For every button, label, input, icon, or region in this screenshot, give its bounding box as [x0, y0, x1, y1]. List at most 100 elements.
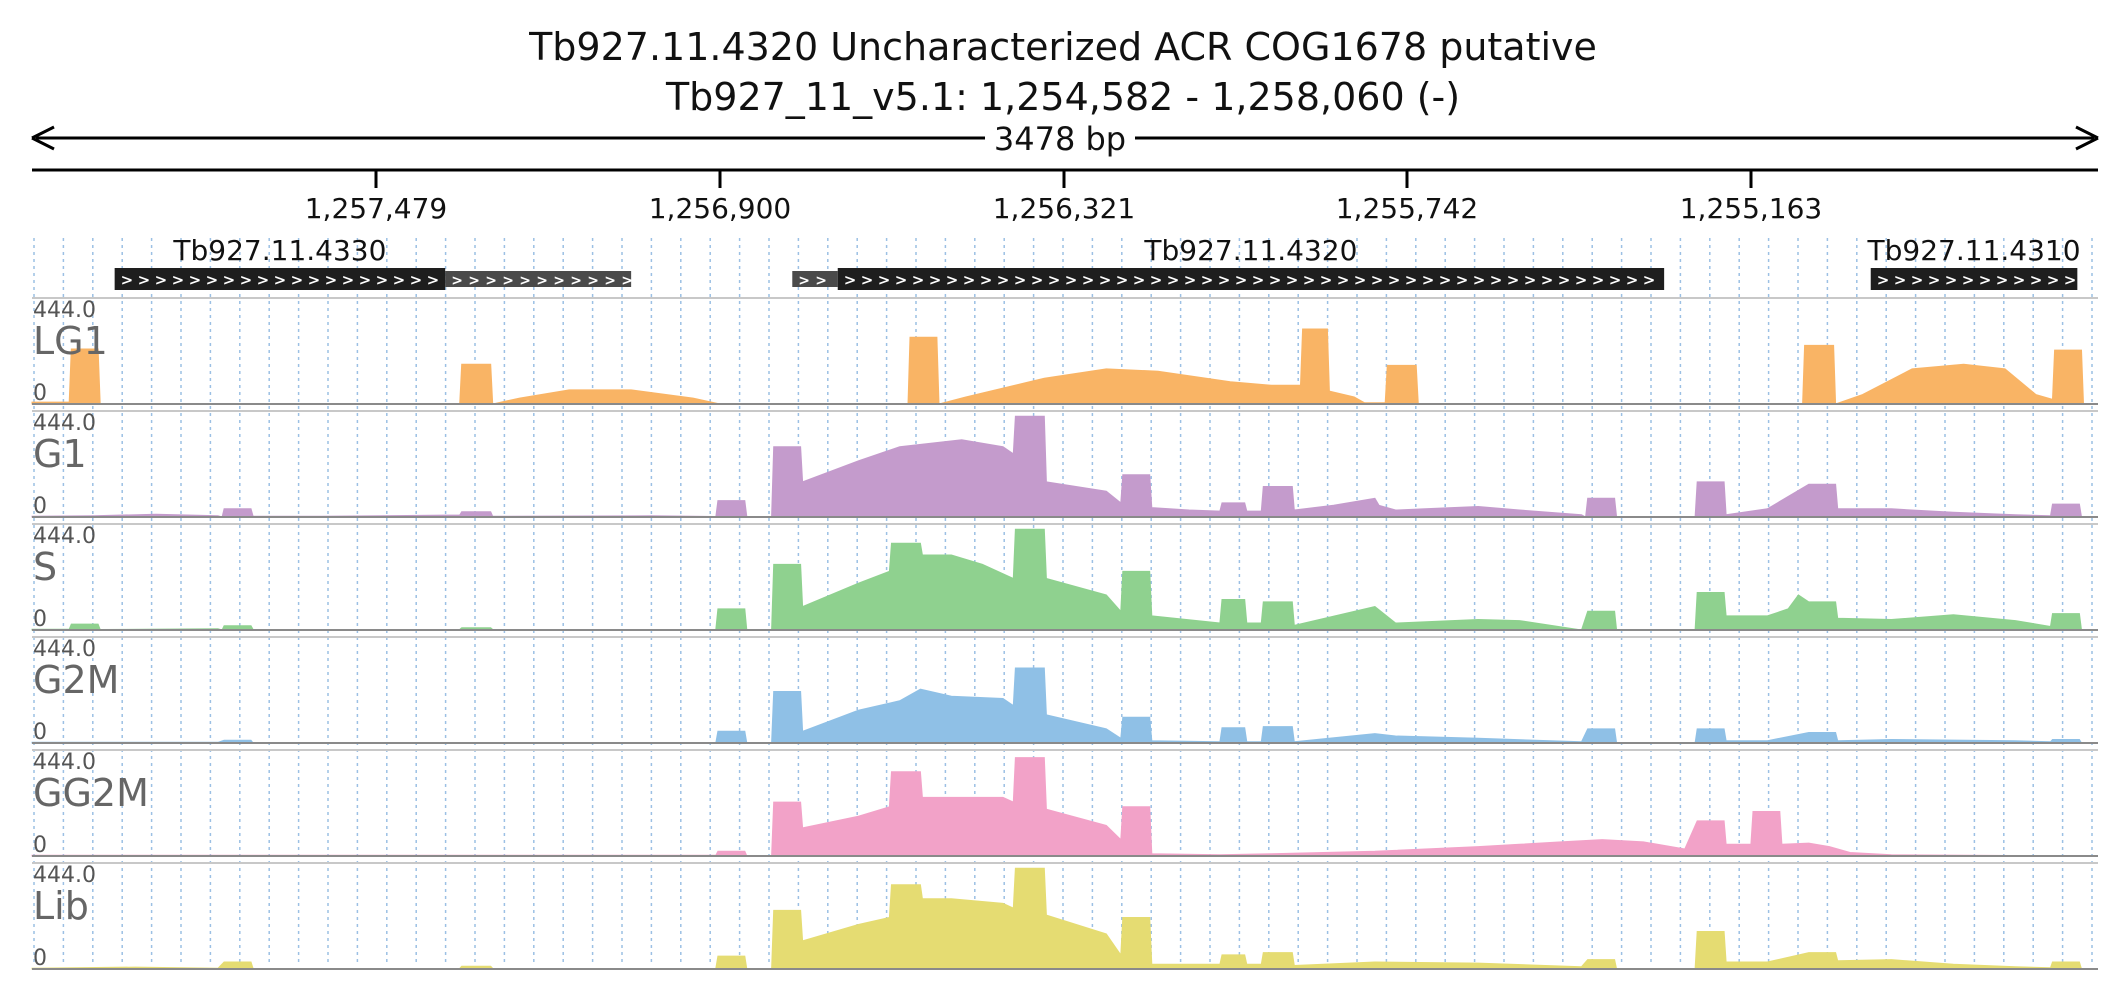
strand-chevron: > [2013, 271, 2026, 289]
track-lib: 444.0 0 Lib [31, 862, 2098, 971]
strand-chevron: > [1218, 271, 1231, 289]
strand-chevron: > [121, 271, 134, 289]
strand-chevron: > [1167, 271, 1180, 289]
strand-chevron: > [878, 271, 891, 289]
track-g2m: 444.0 0 G2M [31, 636, 2098, 745]
span-label-bg [985, 120, 1135, 156]
y-max-label: 444.0 [33, 750, 96, 775]
ruler-tick-label: 1,255,742 [1336, 192, 1479, 225]
strand-chevron: > [1877, 271, 1890, 289]
strand-chevron: > [815, 273, 827, 289]
strand-chevron: > [1979, 271, 1992, 289]
gene-label: Tb927.11.4330 [172, 234, 386, 267]
track-name-label: GG2M [33, 771, 149, 815]
track-g1: 444.0 0 G1 [31, 410, 2098, 519]
strand-chevron: > [1354, 271, 1367, 289]
gene-body [114, 268, 446, 290]
y-min-label: 0 [33, 381, 47, 406]
strand-chevron: > [1337, 271, 1350, 289]
strand-chevron: > [308, 271, 321, 289]
strand-chevron: > [1911, 271, 1924, 289]
y-max-label: 444.0 [33, 637, 96, 662]
gene-label: Tb927.11.4310 [1867, 234, 2081, 267]
strand-chevron: > [2030, 271, 2043, 289]
track-name-label: LG1 [33, 319, 108, 363]
coverage-area [31, 328, 2098, 405]
strand-chevron: > [570, 273, 582, 289]
ruler-tick-label: 1,256,321 [993, 192, 1136, 225]
strand-chevron: > [257, 271, 270, 289]
strand-chevron: > [553, 273, 565, 289]
strand-chevron: > [798, 273, 810, 289]
strand-chevron: > [1996, 271, 2009, 289]
strand-chevron: > [1031, 271, 1044, 289]
strand-chevron: > [946, 271, 959, 289]
y-max-label: 444.0 [33, 524, 96, 549]
strand-chevron: > [1524, 271, 1537, 289]
coverage-area [31, 757, 2099, 857]
span-arrow-right [2075, 125, 2099, 151]
span-label: 3478 bp [994, 120, 1126, 158]
strand-chevron: > [1116, 271, 1129, 289]
strand-chevron: > [1252, 271, 1265, 289]
strand-chevron: > [468, 273, 480, 289]
gene-utr [792, 271, 838, 287]
strand-chevron: > [587, 273, 599, 289]
strand-chevron: > [1928, 271, 1941, 289]
track-lg1: 444.0 0 LG1 [31, 297, 2098, 406]
strand-chevron: > [1558, 271, 1571, 289]
strand-chevron: > [997, 271, 1010, 289]
strand-chevron: > [1626, 271, 1639, 289]
track-name-label: G1 [33, 432, 87, 476]
ruler-tick-label: 1,256,900 [649, 192, 792, 225]
strand-chevron: > [206, 271, 219, 289]
strand-chevron: > [1945, 271, 1958, 289]
strand-chevron: > [1269, 271, 1282, 289]
strand-chevron: > [1643, 271, 1656, 289]
track-s: 444.0 0 S [31, 523, 2098, 632]
strand-chevron: > [1575, 271, 1588, 289]
gene-utr [445, 271, 632, 287]
gene-label: Tb927.11.4320 [1143, 234, 1357, 267]
strand-chevron: > [342, 271, 355, 289]
strand-chevron: > [2047, 271, 2060, 289]
coverage-area [31, 867, 2098, 970]
strand-chevron: > [189, 271, 202, 289]
strand-chevron: > [604, 273, 616, 289]
y-min-label: 0 [33, 833, 47, 858]
coverage-area [31, 667, 2098, 744]
chart-subtitle-region: Tb927_11_v5.1: 1,254,582 - 1,258,060 (-) [665, 75, 1461, 119]
strand-chevron: > [1082, 271, 1095, 289]
strand-chevron: > [519, 273, 531, 289]
strand-chevron: > [485, 273, 497, 289]
strand-chevron: > [325, 271, 338, 289]
strand-chevron: > [1048, 271, 1061, 289]
strand-chevron: > [1371, 271, 1384, 289]
gene-body [1870, 268, 2078, 290]
strand-chevron: > [1592, 271, 1605, 289]
y-max-label: 444.0 [33, 411, 96, 436]
strand-chevron: > [1422, 271, 1435, 289]
ruler-tick-label: 1,255,163 [1680, 192, 1823, 225]
strand-chevron: > [155, 271, 168, 289]
strand-chevron: > [2064, 271, 2077, 289]
track-name-label: G2M [33, 658, 119, 702]
strand-chevron: > [1490, 271, 1503, 289]
strand-chevron: > [138, 271, 151, 289]
strand-chevron: > [1286, 271, 1299, 289]
strand-chevron: > [1507, 271, 1520, 289]
strand-chevron: > [1184, 271, 1197, 289]
strand-chevron: > [1235, 271, 1248, 289]
coverage-area [31, 415, 2098, 518]
strand-chevron: > [1962, 271, 1975, 289]
strand-chevron: > [1456, 271, 1469, 289]
strand-chevron: > [410, 271, 423, 289]
y-max-label: 444.0 [33, 863, 96, 888]
chart-title: Tb927.11.4320 Uncharacterized ACR COG167… [529, 25, 1597, 69]
strand-chevron: > [1388, 271, 1401, 289]
strand-chevron: > [861, 271, 874, 289]
strand-chevron: > [1609, 271, 1622, 289]
y-min-label: 0 [33, 720, 47, 745]
gene-body [837, 268, 1665, 290]
